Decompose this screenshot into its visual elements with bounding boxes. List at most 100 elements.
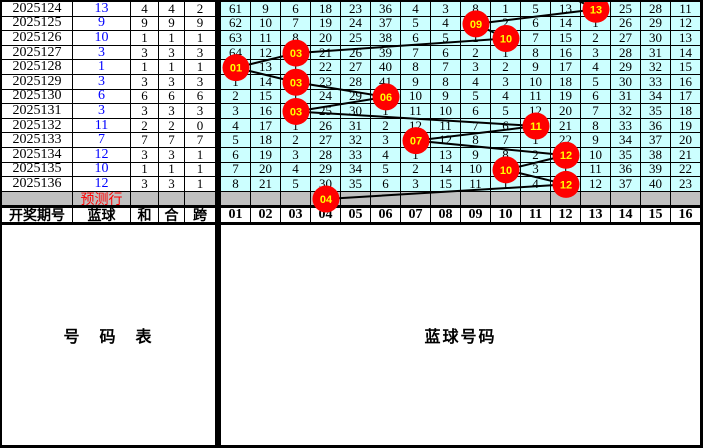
miss-count-cell: 39: [641, 162, 671, 178]
miss-count-cell: 5: [581, 74, 611, 90]
miss-count-cell: 11: [461, 177, 491, 192]
miss-count-cell: 26: [341, 45, 371, 61]
data-row: 2025130 6 6 6 6 2 15 1 24 29 10 9 5 4 11 19 6 31 34 17: [2, 89, 701, 105]
miss-count-cell: 17: [671, 89, 701, 105]
sum-cell: 3: [131, 147, 159, 163]
ball-position-cell: [521, 118, 551, 134]
miss-count-cell: 20: [251, 162, 281, 178]
miss-count-cell: 32: [611, 104, 641, 119]
miss-count-cell: 29: [641, 16, 671, 32]
miss-count-cell: 9: [521, 60, 551, 75]
combo-cell: 3: [159, 177, 185, 192]
miss-count-cell: 35: [641, 104, 671, 119]
miss-count-cell: 1: [371, 104, 401, 119]
miss-count-cell: 1: [491, 2, 521, 17]
combo-cell: 1: [159, 60, 185, 75]
miss-count-cell: [671, 191, 701, 207]
miss-count-cell: 3: [371, 133, 401, 148]
section-divider: [216, 74, 221, 90]
miss-count-cell: 16: [671, 74, 701, 90]
miss-count-cell: 5: [461, 89, 491, 105]
miss-count-cell: 32: [341, 133, 371, 148]
miss-count-cell: [401, 191, 431, 207]
miss-count-cell: 7: [431, 60, 461, 75]
miss-count-cell: 4: [431, 16, 461, 32]
miss-count-cell: 36: [641, 118, 671, 134]
miss-count-cell: 13: [551, 2, 581, 17]
span-cell: 9: [185, 16, 216, 32]
miss-count-cell: 11: [401, 104, 431, 119]
blue-ball-value-cell: 1: [73, 60, 131, 75]
section-divider: [216, 45, 221, 61]
miss-count-cell: 7: [521, 31, 551, 46]
span-cell: 1: [185, 60, 216, 75]
miss-count-cell: 9: [401, 74, 431, 90]
miss-count-cell: 4: [461, 74, 491, 90]
miss-count-cell: 19: [251, 147, 281, 163]
miss-count-cell: 14: [671, 45, 701, 61]
miss-count-cell: 37: [371, 16, 401, 32]
miss-count-cell: [641, 191, 671, 207]
miss-count-cell: 4: [581, 60, 611, 75]
miss-count-cell: 22: [551, 133, 581, 148]
ball-position-cell: [371, 89, 401, 105]
sum-cell: 3: [131, 177, 159, 192]
ball-number-header: 01: [221, 208, 251, 223]
miss-count-cell: 11: [431, 118, 461, 134]
prediction-row: 预测行: [2, 191, 701, 207]
miss-count-cell: 31: [341, 118, 371, 134]
miss-count-cell: 29: [341, 89, 371, 105]
left-header-cell: 蓝球: [73, 208, 131, 223]
miss-count-cell: 16: [251, 104, 281, 119]
miss-count-cell: 7: [221, 162, 251, 178]
period-cell: 2025127: [2, 45, 73, 61]
ball-number-header: 03: [281, 208, 311, 223]
sum-cell: 4: [131, 2, 159, 17]
ball-position-cell: [491, 162, 521, 178]
section-divider: [216, 2, 221, 17]
combo-cell: 4: [159, 2, 185, 17]
miss-count-cell: 12: [581, 177, 611, 192]
miss-count-cell: 4: [221, 118, 251, 134]
miss-count-cell: 26: [311, 118, 341, 134]
ball-number-header: 06: [371, 208, 401, 223]
miss-count-cell: 4: [371, 147, 401, 163]
miss-count-cell: 63: [221, 31, 251, 46]
left-header-cell: 和: [131, 208, 159, 223]
data-row: 2025134 12 3 3 1 6 19 3 28 33 4 1 13 9 8 2 10 35 38 21: [2, 147, 701, 163]
miss-count-cell: 20: [551, 104, 581, 119]
miss-count-cell: 7: [491, 133, 521, 148]
miss-count-cell: 12: [671, 16, 701, 32]
miss-count-cell: 18: [311, 2, 341, 17]
miss-count-cell: 8: [461, 133, 491, 148]
miss-count-cell: 12: [401, 118, 431, 134]
miss-count-cell: 3: [581, 45, 611, 61]
miss-count-cell: 30: [341, 104, 371, 119]
miss-count-cell: 27: [341, 60, 371, 75]
sum-cell: 3: [131, 74, 159, 90]
blue-ball-value-cell: 3: [73, 74, 131, 90]
ball-number-header: 08: [431, 208, 461, 223]
left-header-cell: 合: [159, 208, 185, 223]
miss-count-cell: 18: [551, 74, 581, 90]
miss-count-cell: 20: [311, 31, 341, 46]
miss-count-cell: 34: [341, 162, 371, 178]
miss-count-cell: 2: [371, 118, 401, 134]
miss-count-cell: 2: [401, 162, 431, 178]
combo-cell: 1: [159, 162, 185, 178]
miss-count-cell: 1: [221, 74, 251, 90]
miss-count-cell: 13: [431, 147, 461, 163]
miss-count-cell: 62: [221, 16, 251, 32]
miss-count-cell: 5: [431, 31, 461, 46]
miss-count-cell: 1: [281, 60, 311, 75]
data-row: 2025135 10 1 1 1 7 20 4 29 34 5 2 14 10 3 1 11 36 39 22: [2, 162, 701, 178]
section-divider: [216, 162, 221, 178]
miss-count-cell: 1: [551, 162, 581, 178]
miss-count-cell: 28: [611, 45, 641, 61]
blue-ball-value-cell: 10: [73, 162, 131, 178]
miss-count-cell: 1: [461, 31, 491, 46]
miss-count-cell: 25: [311, 104, 341, 119]
blue-ball-value-cell: 12: [73, 177, 131, 192]
miss-count-cell: 29: [611, 60, 641, 75]
miss-count-cell: 40: [641, 177, 671, 192]
